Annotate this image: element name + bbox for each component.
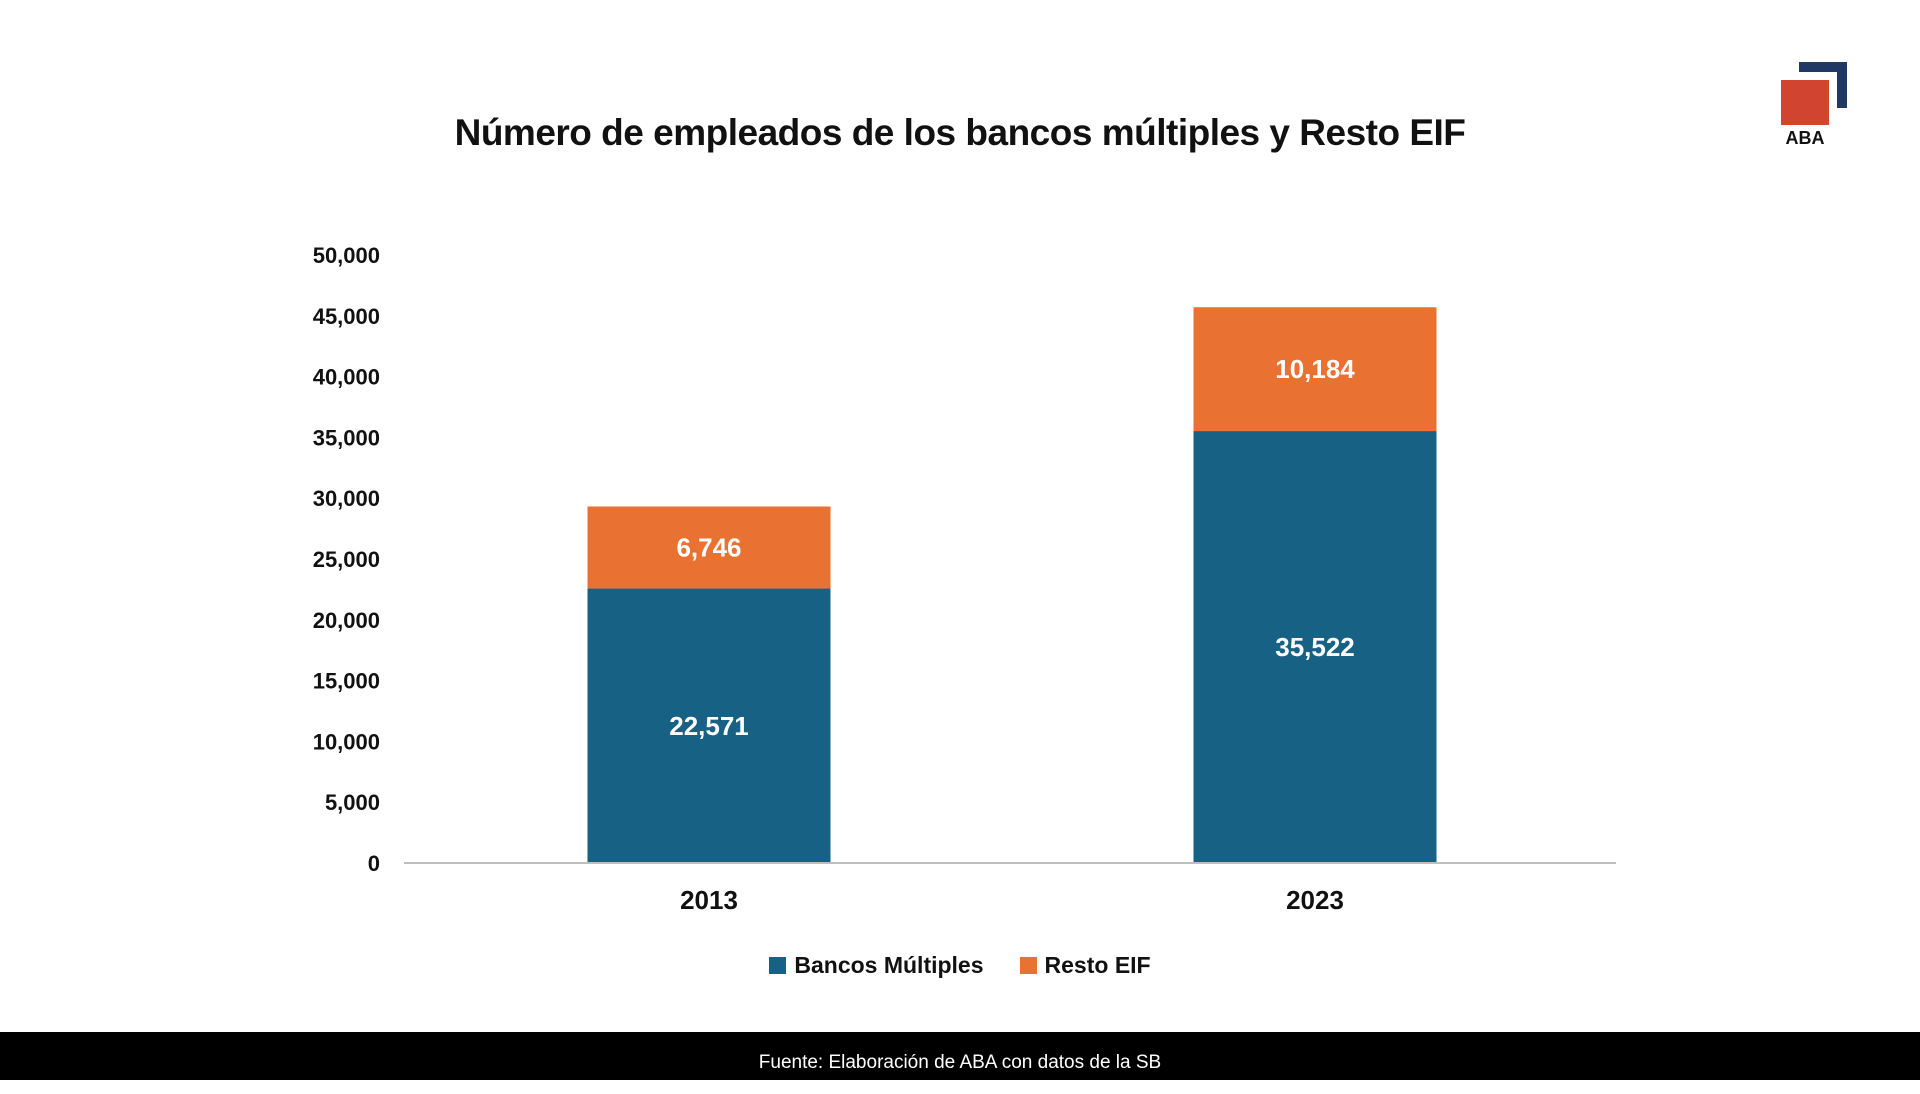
legend-swatch-resto: [1019, 957, 1037, 974]
data-label: 22,571: [669, 711, 749, 741]
x-tick-label: 2013: [680, 885, 738, 915]
legend-label-resto: Resto EIF: [1044, 952, 1151, 978]
y-tick-label: 30,000: [313, 486, 380, 511]
y-tick-label: 45,000: [313, 304, 380, 329]
logo-square-shape: [1781, 80, 1829, 125]
legend-item-resto: Resto EIF: [1019, 952, 1151, 979]
footer: Fuente: Elaboración de ABA con datos de …: [0, 1032, 1920, 1080]
y-tick-label: 50,000: [313, 243, 380, 268]
x-tick-label: 2023: [1286, 885, 1344, 915]
source-note: Fuente: Elaboración de ABA con datos de …: [758, 1052, 1162, 1073]
y-tick-label: 5,000: [325, 790, 380, 815]
legend-item-bancos: Bancos Múltiples: [769, 952, 984, 979]
logo-text: ABA: [1785, 128, 1825, 148]
y-tick-label: 35,000: [313, 425, 380, 450]
legend: Bancos Múltiples Resto EIF: [0, 952, 1920, 979]
legend-swatch-bancos: [769, 957, 787, 974]
legend-label-bancos: Bancos Múltiples: [794, 952, 984, 978]
y-tick-label: 10,000: [313, 729, 380, 754]
y-tick-label: 25,000: [313, 547, 380, 572]
bar-segment-resto-2013: [587, 506, 831, 589]
y-tick-label: 15,000: [313, 669, 380, 694]
y-tick-label: 0: [368, 851, 380, 876]
aba-logo: ABA: [1775, 60, 1855, 155]
data-label: 35,522: [1275, 632, 1355, 662]
data-label: 10,184: [1275, 354, 1355, 384]
data-label: 6,746: [676, 533, 741, 563]
y-tick-label: 20,000: [313, 608, 380, 633]
y-tick-label: 40,000: [313, 365, 380, 390]
logo-bracket-shape: [1799, 62, 1847, 108]
bar-segment-bancos-2023: [1193, 431, 1437, 863]
bar-segment-bancos-2013: [587, 588, 831, 863]
bar-segment-resto-2023: [1193, 307, 1437, 432]
chart-title: Número de empleados de los bancos múltip…: [454, 112, 1466, 153]
